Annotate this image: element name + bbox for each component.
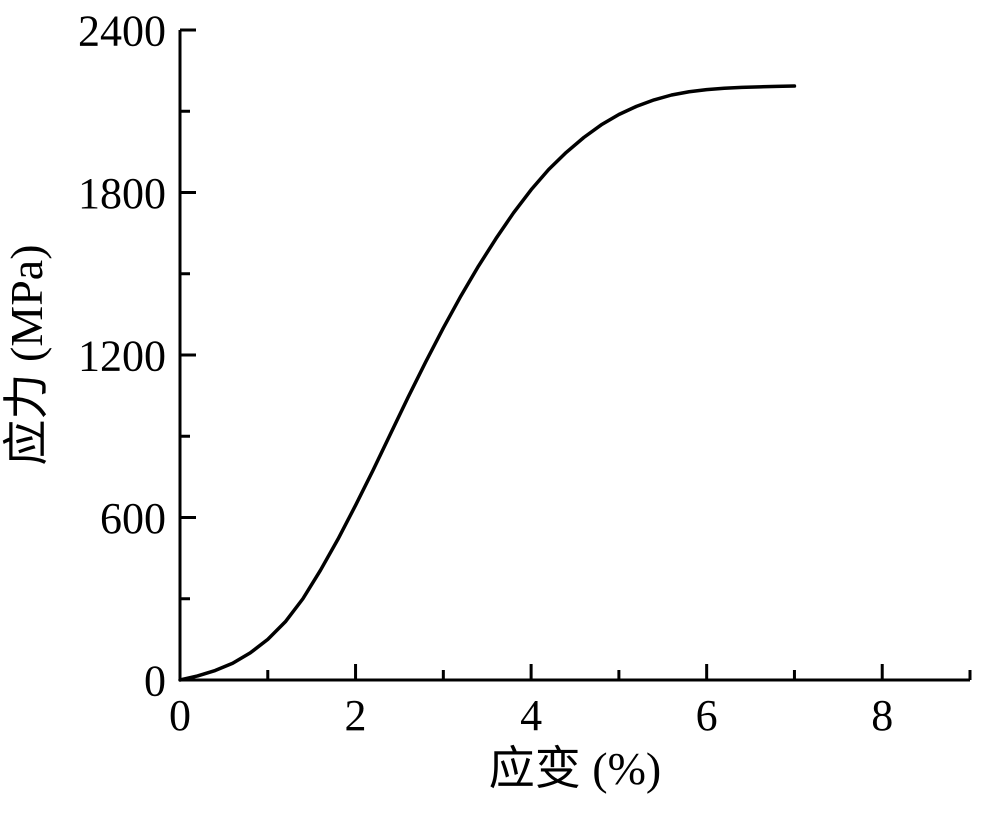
- y-tick-label: 2400: [78, 6, 166, 55]
- y-tick-label: 0: [144, 656, 166, 705]
- y-axis-label: 应力 (MPa): [1, 244, 52, 465]
- stress-strain-chart: 0 2 4 6 8 0 600 1200 1800 2400 应变 (%) 应力 (MPa): [0, 0, 1000, 819]
- x-tick-label: 2: [345, 691, 367, 740]
- chart-container: 0 2 4 6 8 0 600 1200 1800 2400 应变 (%) 应力 (MPa): [0, 0, 1000, 819]
- x-tick-label: 6: [696, 691, 718, 740]
- y-tick-label: 600: [100, 494, 166, 543]
- x-tick-label: 8: [871, 691, 893, 740]
- y-tick-label: 1800: [78, 169, 166, 218]
- x-axis-label: 应变 (%): [489, 743, 661, 794]
- y-tick-label: 1200: [78, 331, 166, 380]
- x-tick-label: 4: [520, 691, 542, 740]
- x-tick-label: 0: [169, 691, 191, 740]
